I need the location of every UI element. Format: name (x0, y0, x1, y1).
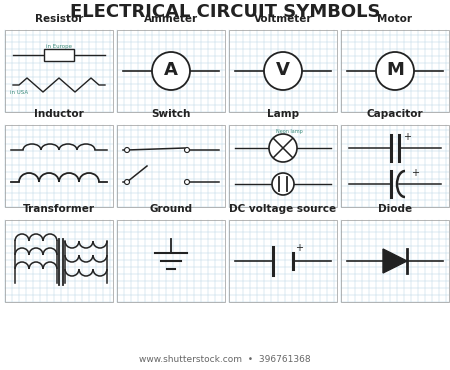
Bar (44, 49, 74, 61)
Text: DC voltage source: DC voltage source (230, 204, 337, 214)
Text: Capacitor: Capacitor (367, 109, 423, 119)
Bar (117, 125, 225, 207)
Bar (5, 30, 113, 112)
Text: Ground: Ground (149, 204, 193, 214)
Text: Motor: Motor (378, 14, 413, 24)
Text: Neon lamp: Neon lamp (275, 129, 302, 134)
Circle shape (184, 179, 189, 185)
Circle shape (152, 52, 190, 90)
Text: Transformer: Transformer (23, 204, 95, 214)
Bar (341, 30, 449, 112)
Text: +: + (411, 168, 419, 178)
Bar (5, 125, 113, 207)
Text: in USA: in USA (10, 90, 28, 95)
Circle shape (269, 134, 297, 162)
Text: A: A (164, 61, 178, 79)
Circle shape (125, 148, 130, 152)
Circle shape (264, 52, 302, 90)
Text: Resistor: Resistor (35, 14, 83, 24)
Bar (341, 125, 449, 207)
Bar (117, 220, 225, 302)
Bar (229, 30, 337, 112)
Text: Inductor: Inductor (34, 109, 84, 119)
Circle shape (184, 148, 189, 152)
Text: Voltmeter: Voltmeter (254, 14, 312, 24)
Text: Switch: Switch (151, 109, 191, 119)
Text: Diode: Diode (378, 204, 412, 214)
Text: V: V (276, 61, 290, 79)
Text: www.shutterstock.com  •  396761368: www.shutterstock.com • 396761368 (139, 356, 311, 364)
Text: Ammeter: Ammeter (144, 14, 198, 24)
Text: +: + (295, 243, 303, 253)
Text: in Europe: in Europe (46, 44, 72, 49)
Text: +: + (403, 132, 411, 142)
Text: Lamp: Lamp (267, 109, 299, 119)
Bar (117, 30, 225, 112)
Bar (341, 220, 449, 302)
Polygon shape (383, 249, 407, 273)
Text: ELECTRICAL CIRCUIT SYMBOLS: ELECTRICAL CIRCUIT SYMBOLS (70, 3, 380, 21)
Circle shape (376, 52, 414, 90)
Bar (5, 220, 113, 302)
Text: M: M (386, 61, 404, 79)
Circle shape (125, 179, 130, 185)
Bar (229, 125, 337, 207)
Bar (229, 220, 337, 302)
Circle shape (272, 173, 294, 195)
